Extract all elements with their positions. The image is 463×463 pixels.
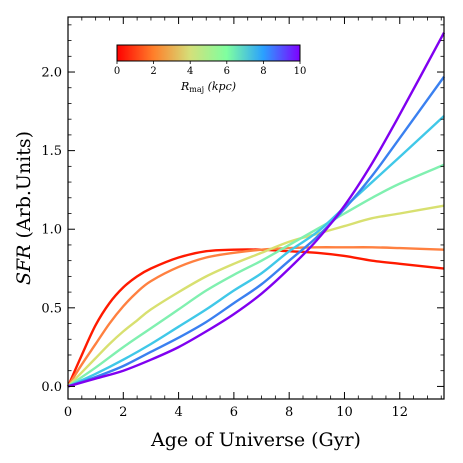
colorbar-tick-label-0: 0 [114, 66, 120, 77]
y-tick-label-0: 0.0 [41, 380, 62, 395]
series-line-5 [67, 76, 445, 388]
plot-lines [66, 32, 446, 388]
colorbar-label-main: R [180, 80, 189, 93]
x-tick-label-3: 6 [230, 405, 238, 420]
colorbar-label: Rmaj (kpc) [180, 80, 236, 94]
colorbar-tick-label-3: 6 [224, 66, 230, 77]
colorbar-tick-label-2: 4 [187, 66, 193, 77]
x-tick-label-5: 10 [336, 405, 353, 420]
plot-frame [67, 16, 445, 400]
colorbar-label-unit: (kpc) [204, 80, 236, 93]
y-tick-label-2: 1.0 [41, 223, 62, 238]
colorbar-tick-label-1: 2 [150, 66, 156, 77]
colorbar-label-sub: maj [189, 85, 204, 94]
y-axis-label-italic: SFR [13, 245, 35, 286]
x-tick-label-1: 2 [119, 405, 127, 420]
series-line-6 [67, 32, 446, 388]
y-tick-label-1: 0.5 [41, 301, 62, 316]
x-tick-label-0: 0 [64, 405, 72, 420]
colorbar-gradient [116, 44, 301, 62]
tick-labels: 0 2 4 6 8 10 12 0.0 0.5 1.0 1.5 2.0 [41, 66, 408, 420]
y-axis-label: SFR (Arb.Units) [13, 131, 35, 285]
series-line-3 [67, 163, 445, 388]
colorbar-tick-label-4: 8 [260, 66, 266, 77]
series-line-0 [66, 248, 445, 387]
y-tick-label-3: 1.5 [41, 144, 62, 159]
x-tick-label-4: 8 [285, 405, 293, 420]
colorbar-tick-label-5: 10 [294, 66, 307, 77]
colorbar-ticks: 0 2 4 6 8 10 [114, 61, 307, 77]
series-line-1 [66, 246, 445, 388]
axis-ticks [67, 17, 444, 399]
x-tick-label-2: 4 [174, 405, 182, 420]
colorbar: 0 2 4 6 8 10 Rmaj (kpc) [114, 44, 307, 94]
series-line-4 [67, 115, 445, 388]
x-tick-label-6: 12 [391, 405, 408, 420]
y-axis-label-rest: (Arb.Units) [13, 131, 35, 245]
x-axis-label: Age of Universe (Gyr) [150, 429, 361, 451]
y-tick-label-4: 2.0 [41, 66, 62, 81]
series-line-2 [67, 204, 445, 388]
